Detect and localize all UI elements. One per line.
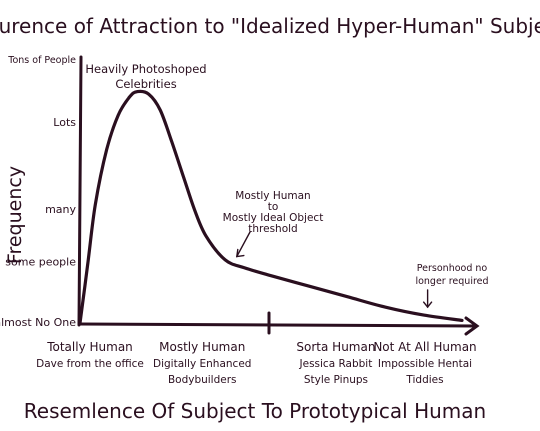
x-tick-label-line: Digitally Enhanced xyxy=(153,358,251,370)
x-tick-label-line: Jessica Rabbit xyxy=(299,358,373,370)
annotation-line: to xyxy=(268,201,279,213)
annotation-line: Heavily Photoshoped xyxy=(85,62,206,76)
x-axis-line xyxy=(77,322,478,328)
annotation-arrow xyxy=(236,231,251,258)
x-axis-arrowhead xyxy=(464,316,480,336)
x-tick-label-line: Sorta Human xyxy=(296,340,375,354)
y-tick-labels: Tons of People Lots many some people almost … xyxy=(0,55,76,329)
annotation-line: threshold xyxy=(248,223,297,235)
annotation-line: Personhood no xyxy=(417,263,488,274)
x-tick-label-line: Style Pinups xyxy=(304,374,368,386)
annotation-arrowhead xyxy=(422,301,433,309)
chart-title: Occurence of Attraction to "Idealized Hy… xyxy=(0,14,540,38)
series-line xyxy=(78,89,464,325)
x-tick-label: Totally Human Dave from the office xyxy=(36,340,144,370)
x-tick-label: Sorta Human Jessica Rabbit Style Pinups xyxy=(296,340,375,386)
x-tick-label-line: Tiddies xyxy=(405,374,443,386)
annotation-line: longer required xyxy=(415,276,488,287)
y-tick-label: many xyxy=(45,203,76,216)
x-tick-label-line: Bodybuilders xyxy=(168,374,237,386)
x-tick-label: Mostly Human Digitally Enhanced Bodybuilde… xyxy=(153,340,251,386)
y-tick-label: Tons of People xyxy=(7,55,76,66)
annotation-line: Celebrities xyxy=(115,77,176,91)
x-tick-labels: Totally Human Dave from the office Mostly … xyxy=(36,340,477,386)
x-tick-label-line: Not At All Human xyxy=(373,340,476,354)
x-tick-label-line: Dave from the office xyxy=(36,358,144,370)
annotation-personhood: Personhood no longer required xyxy=(415,263,489,309)
x-tick-label-line: Impossible Hentai xyxy=(378,358,472,370)
y-axis-line xyxy=(77,55,83,327)
y-axis-label: Frequency xyxy=(4,166,26,264)
x-tick-label-line: Totally Human xyxy=(46,340,133,354)
annotation-line: Mostly Ideal Object xyxy=(223,212,324,224)
y-tick-label: Lots xyxy=(53,116,76,129)
annotation-arrowhead xyxy=(235,248,245,258)
x-tick-label-line: Mostly Human xyxy=(159,340,245,354)
x-tick-label: Not At All Human Impossible Hentai Tiddies xyxy=(373,340,476,386)
annotation-line: Mostly Human xyxy=(235,190,310,202)
y-tick-label: almost No One xyxy=(0,316,76,329)
x-axis-label: Resemlence Of Subject To Prototypical Hu… xyxy=(24,399,486,423)
y-tick-label: some people xyxy=(5,256,76,269)
